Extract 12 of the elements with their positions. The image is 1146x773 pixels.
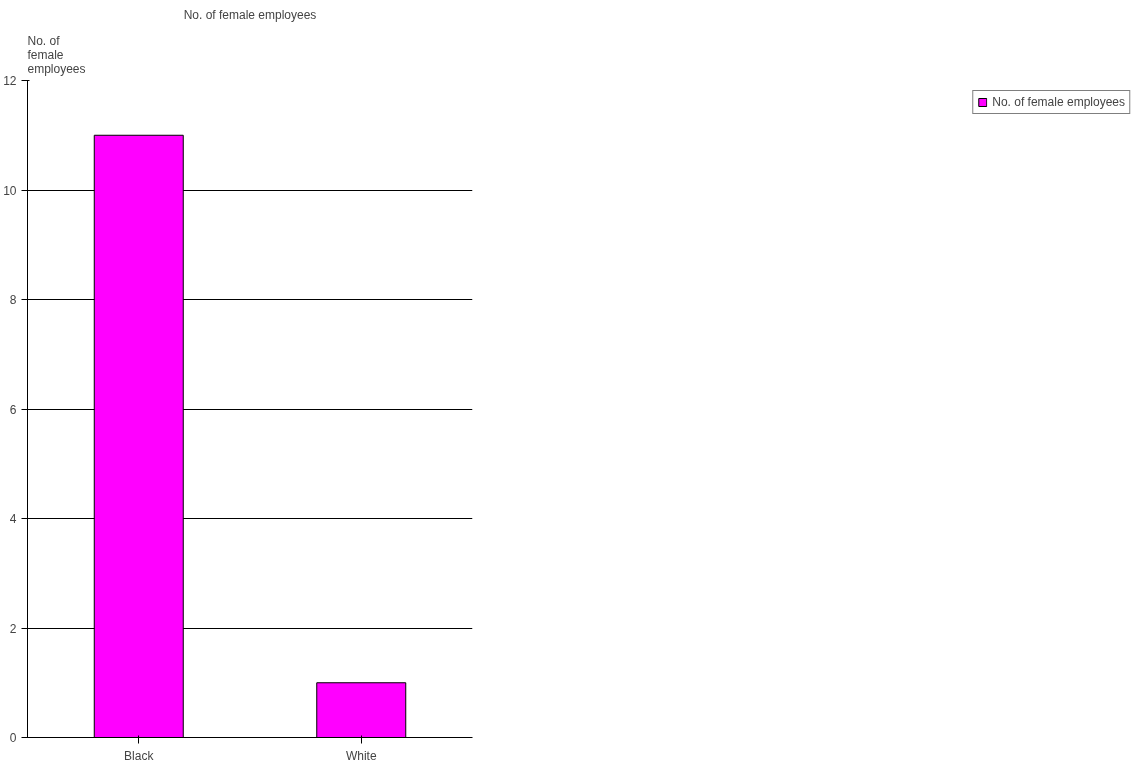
legend-label: No. of female employees <box>992 95 1125 109</box>
y-tick-label: 8 <box>9 293 17 307</box>
y-tick-label: 2 <box>9 621 17 636</box>
y-tick-label: 0 <box>9 731 17 745</box>
y-tick-label: 4 <box>9 512 17 526</box>
chart-title: No. of female employees <box>27 33 86 76</box>
x-tick-label: Black <box>124 748 155 763</box>
y-axis-title: No. of female employees <box>183 7 317 22</box>
y-tick-label: 6 <box>9 402 17 417</box>
x-tick-label: White <box>345 748 377 763</box>
y-tick-label: 12 <box>3 74 17 88</box>
y-tick-label: 10 <box>3 183 17 198</box>
